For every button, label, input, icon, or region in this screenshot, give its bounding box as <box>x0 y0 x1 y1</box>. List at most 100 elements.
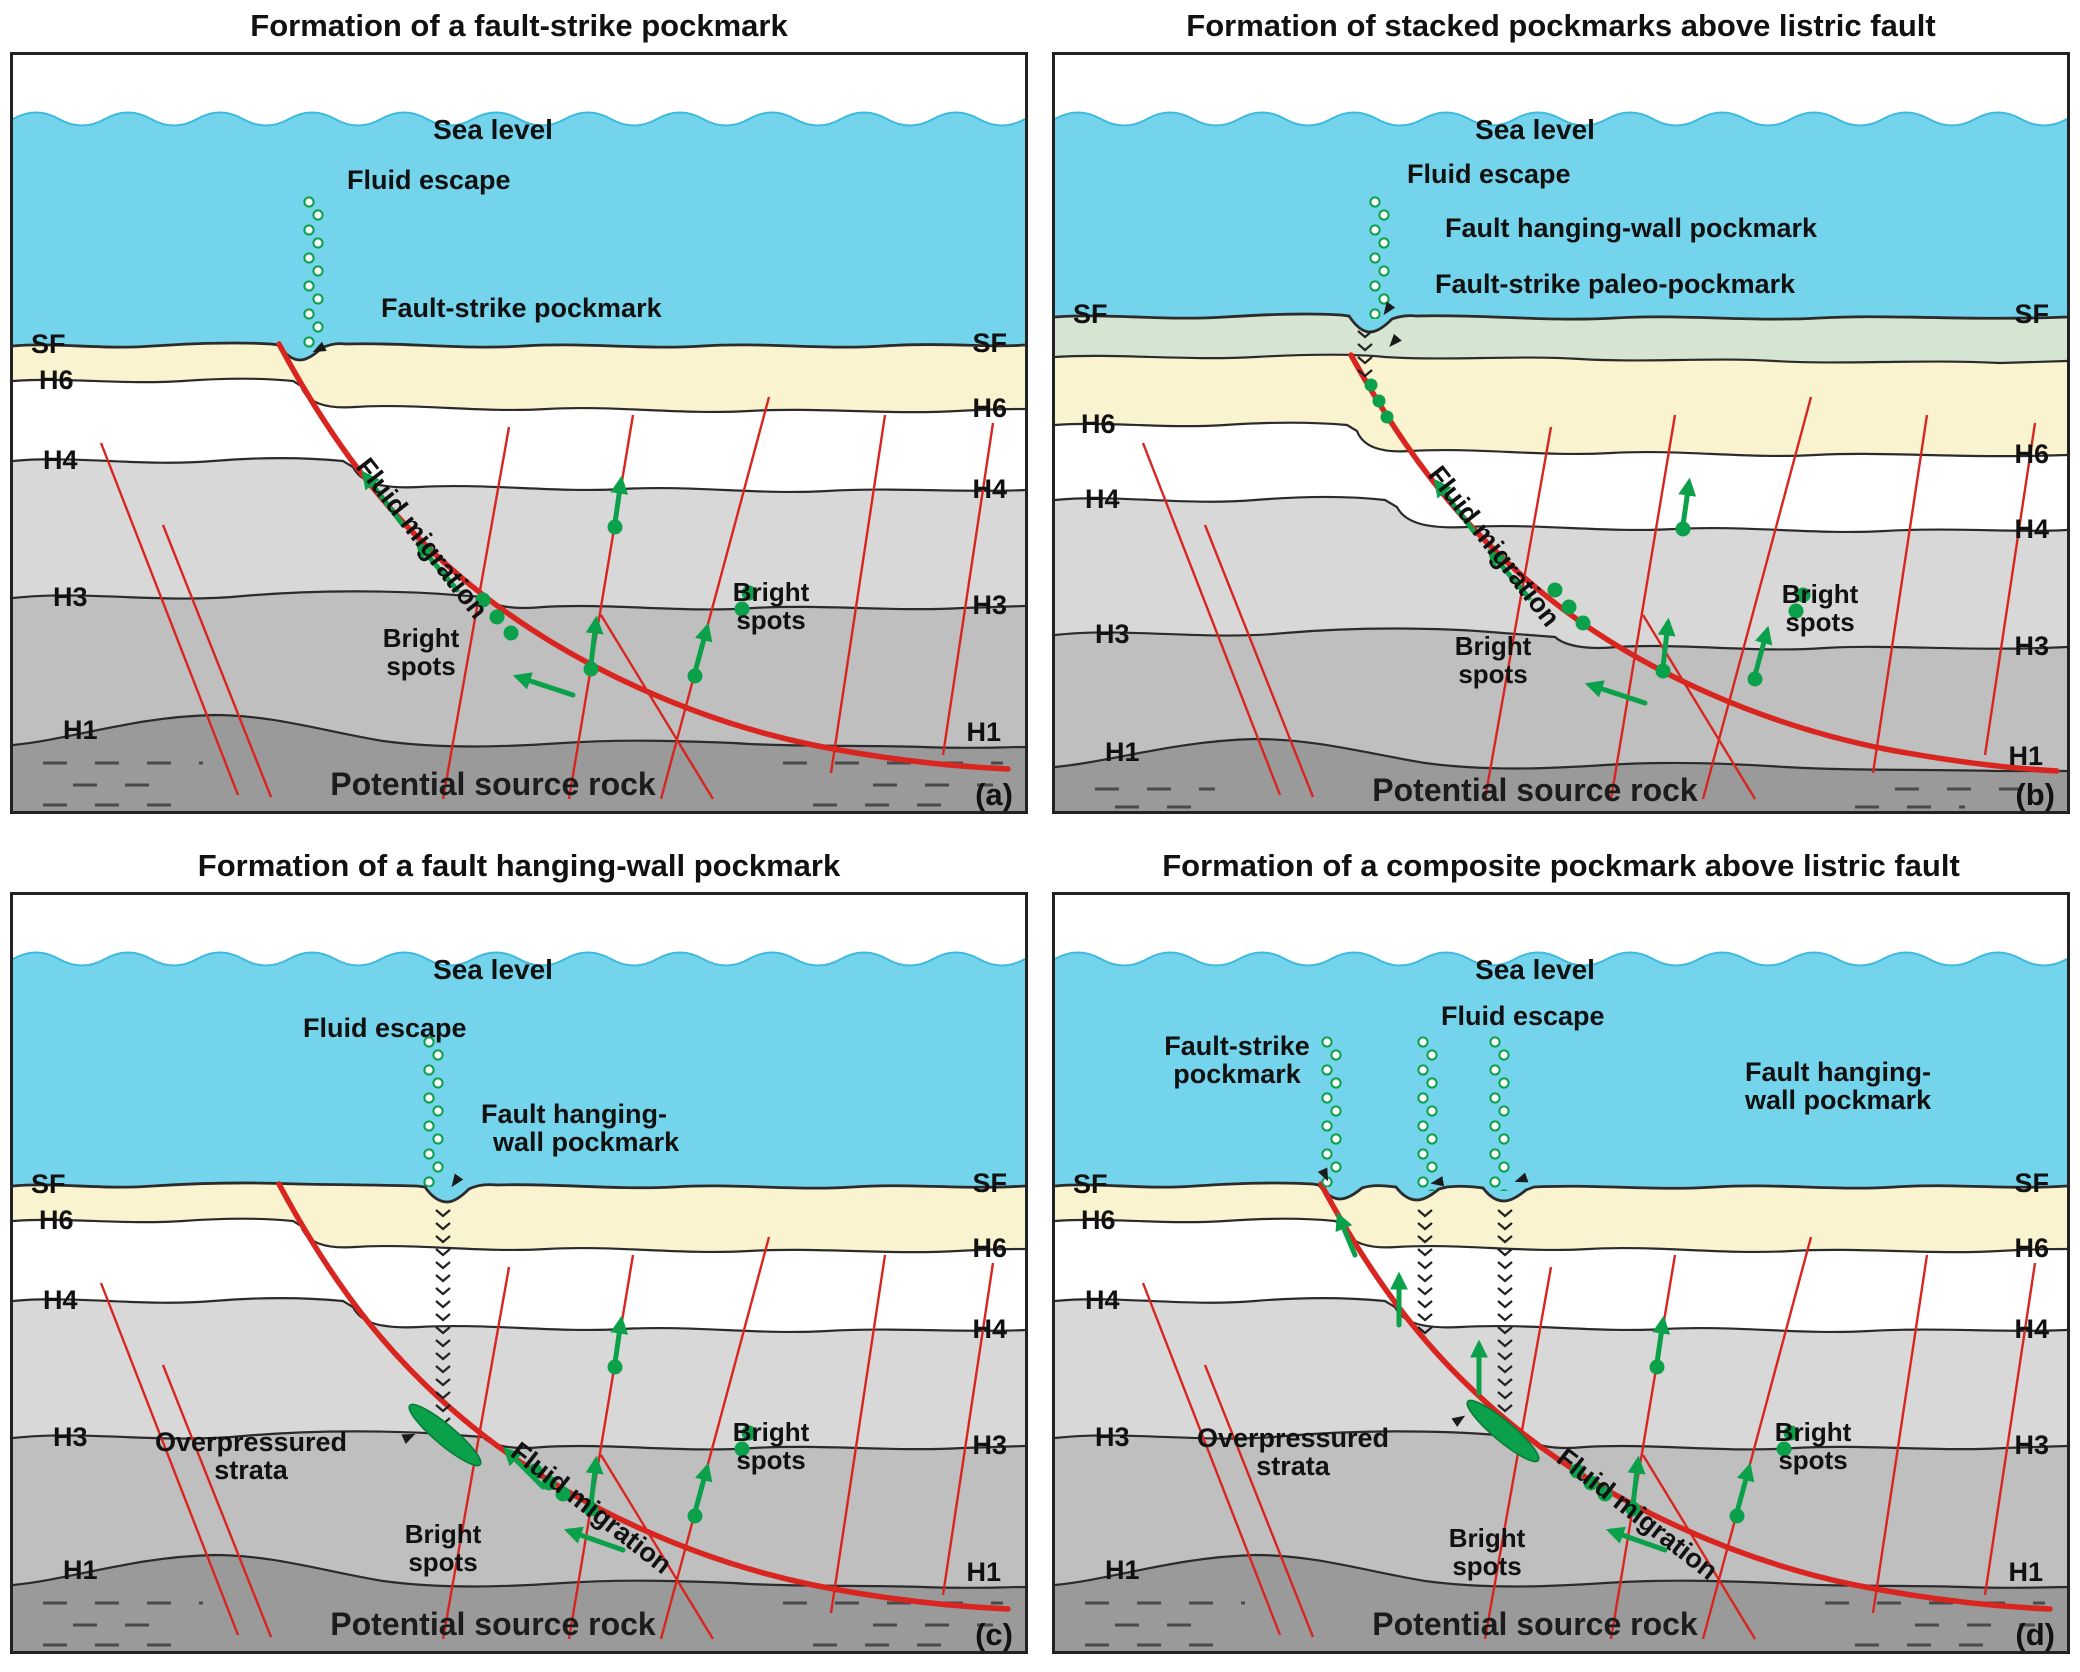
horizon-label-h3-left: H3 <box>53 582 88 612</box>
strata <box>13 1181 1025 1651</box>
panel-d: Formation of a composite pockmark above … <box>1052 848 2070 1654</box>
horizon-h4-line <box>1055 495 2067 534</box>
fluid-escape-label: Fluid escape <box>1407 159 1571 189</box>
horizon-label-h1-left: H1 <box>63 1555 98 1585</box>
horizon-label-h3-right: H3 <box>972 1430 1007 1460</box>
bright-spots-label: spots <box>1778 1445 1847 1475</box>
fluid-escape-bubbles <box>1319 1035 1343 1187</box>
minor-fault <box>1141 442 1282 796</box>
bright-spot <box>1795 587 1811 603</box>
bright-spots-label: Bright <box>383 623 460 653</box>
sea-body <box>1055 952 2067 1235</box>
fluid-migration-arrow <box>692 1462 713 1515</box>
minor-fault <box>1641 1454 1757 1640</box>
sea-level-label: Sea level <box>1475 954 1595 985</box>
bright-spot <box>741 585 757 601</box>
bright-spot <box>1575 615 1591 631</box>
bright-spots-label: Bright <box>405 1519 482 1549</box>
bright-spot <box>607 1359 623 1375</box>
fluid-migration-arrow <box>1605 1526 1668 1553</box>
fault-strike-pockmark-label: Fault-strike <box>1164 1031 1310 1061</box>
fluid-dot <box>1380 410 1394 424</box>
minor-fault <box>1141 1282 1282 1636</box>
horizon-label-h3-right: H3 <box>2014 631 2049 661</box>
bright-spot <box>583 661 599 677</box>
horizon-label-h4-left: H4 <box>1085 484 1120 514</box>
fluid-pipe-fill <box>433 1207 453 1428</box>
fluid-migration-arrow <box>1652 1315 1671 1366</box>
horizon-label-h3-left: H3 <box>53 1422 88 1452</box>
bright-spot <box>734 601 750 617</box>
minor-fault <box>1483 426 1553 800</box>
horizon-label-h1-right: H1 <box>966 1557 1001 1587</box>
horizon-h6-line <box>1055 421 2067 458</box>
panel-c-title: Formation of a fault hanging-wall pockma… <box>197 848 841 883</box>
seafloor-line <box>13 1181 1025 1204</box>
horizon-label-h6-right: H6 <box>2014 439 2049 469</box>
panel-letter: (a) <box>975 777 1013 811</box>
listric-fault <box>1318 1181 2053 1612</box>
fluid-features <box>408 1035 757 1553</box>
bright-spots-label: Bright <box>733 1417 810 1447</box>
horizon-label-h1-left: H1 <box>63 715 98 745</box>
panel-b: Formation of stacked pockmarks above lis… <box>1052 8 2070 814</box>
bright-spots-label: spots <box>1452 1551 1521 1581</box>
listric-fault <box>276 1181 1011 1612</box>
horizon-h6-line <box>13 1217 1025 1254</box>
horizon-label-h4-right: H4 <box>2014 1314 2049 1344</box>
bright-spot <box>1583 1475 1599 1491</box>
panel-c: Formation of a fault hanging-wall pockma… <box>10 848 1028 1654</box>
overpressured-strata-label: Overpressured <box>1197 1423 1389 1453</box>
sea-level-label: Sea level <box>433 954 553 985</box>
horizon-label-sf-left: SF <box>31 329 66 359</box>
bright-spot <box>607 519 623 535</box>
minor-fault <box>1701 396 1813 800</box>
horizon-label-h4-right: H4 <box>972 1314 1007 1344</box>
fluid-dot <box>1372 394 1386 408</box>
panel-b-diagram: Sea level Fluid escape Fault hanging-wal… <box>1052 52 2070 814</box>
bright-spots-label: Bright <box>1449 1523 1526 1553</box>
fluid-escape-bubbles <box>1415 1035 1439 1191</box>
horizon-label-h4-right: H4 <box>972 474 1007 504</box>
fluid-dot <box>1364 378 1378 392</box>
horizon-label-h1-left: H1 <box>1105 1555 1140 1585</box>
source-rock-label: Potential source rock <box>1372 772 1698 808</box>
panel-d-title: Formation of a composite pockmark above … <box>1162 848 1960 883</box>
bright-spot <box>1729 1508 1745 1524</box>
panel-letter: (b) <box>2015 777 2055 811</box>
fluid-migration-arrow <box>1335 1212 1358 1258</box>
faults <box>1141 352 2060 800</box>
minor-fault <box>599 614 715 800</box>
strata <box>13 341 1025 811</box>
sea-surface-waves <box>1055 951 2067 967</box>
panel-letter: (d) <box>2015 1617 2055 1651</box>
minor-fault <box>441 426 511 800</box>
horizon-label-h3-left: H3 <box>1095 619 1130 649</box>
minor-fault <box>1701 1236 1813 1640</box>
fluid-migration-arrow <box>415 540 460 593</box>
minor-fault <box>99 1282 240 1636</box>
horizon-h3-line <box>1055 627 2067 651</box>
bright-spot <box>1655 663 1671 679</box>
bright-spot <box>489 609 505 625</box>
minor-fault <box>1641 614 1757 800</box>
horizon-label-h6-left: H6 <box>1081 1205 1116 1235</box>
bright-spots-label: spots <box>1458 659 1527 689</box>
fluid-migration-arrow <box>1487 548 1532 601</box>
overpressured-strata-label: Overpressured <box>155 1427 347 1457</box>
bright-spots-label: spots <box>386 651 455 681</box>
horizon-label-h1-right: H1 <box>2008 741 2043 771</box>
fluid-migration-arrow <box>692 622 713 675</box>
horizon-label-sf-right: SF <box>2014 1168 2049 1198</box>
horizon-label-h3-left: H3 <box>1095 1422 1130 1452</box>
horizon-label-h6-left: H6 <box>1081 409 1116 439</box>
bright-spot <box>734 1441 750 1457</box>
sea-surface-waves <box>13 951 1025 967</box>
panel-b-title: Formation of stacked pockmarks above lis… <box>1186 8 1936 43</box>
minor-fault <box>829 1254 887 1614</box>
bright-spot <box>475 592 491 608</box>
panel-a: Formation of a fault-strike pockmark <box>10 8 1028 814</box>
minor-fault <box>1203 524 1315 798</box>
hanging-wall-pockmark-label: wall pockmark <box>492 1127 680 1157</box>
horizon-label-h4-left: H4 <box>43 1285 78 1315</box>
